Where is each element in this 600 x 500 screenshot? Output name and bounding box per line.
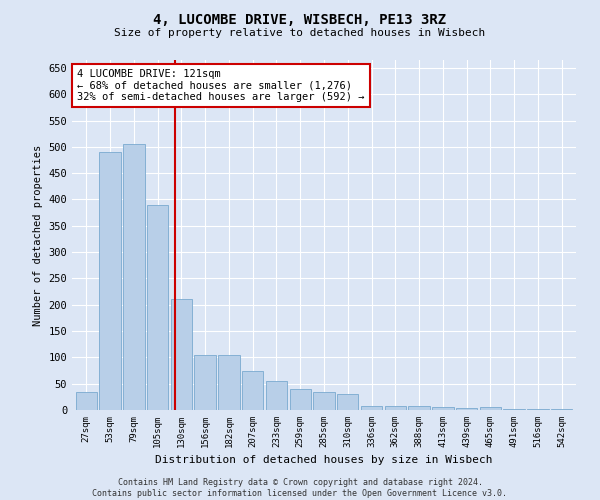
Bar [218,354,239,410]
Bar [551,409,572,410]
Bar [147,204,168,410]
Bar [409,406,430,410]
Bar [503,409,525,410]
Bar [527,409,548,410]
Bar [480,408,501,410]
Bar [242,370,263,410]
Y-axis label: Number of detached properties: Number of detached properties [33,144,43,326]
Bar [266,381,287,410]
X-axis label: Distribution of detached houses by size in Wisbech: Distribution of detached houses by size … [155,456,493,466]
Bar [456,408,478,410]
Bar [361,406,382,410]
Bar [385,406,406,410]
Bar [337,394,358,410]
Bar [76,392,97,410]
Text: Size of property relative to detached houses in Wisbech: Size of property relative to detached ho… [115,28,485,38]
Bar [123,144,145,410]
Bar [432,408,454,410]
Bar [313,392,335,410]
Bar [100,152,121,410]
Bar [290,389,311,410]
Text: 4 LUCOMBE DRIVE: 121sqm
← 68% of detached houses are smaller (1,276)
32% of semi: 4 LUCOMBE DRIVE: 121sqm ← 68% of detache… [77,69,365,102]
Text: Contains HM Land Registry data © Crown copyright and database right 2024.
Contai: Contains HM Land Registry data © Crown c… [92,478,508,498]
Bar [194,354,216,410]
Text: 4, LUCOMBE DRIVE, WISBECH, PE13 3RZ: 4, LUCOMBE DRIVE, WISBECH, PE13 3RZ [154,12,446,26]
Bar [170,300,192,410]
